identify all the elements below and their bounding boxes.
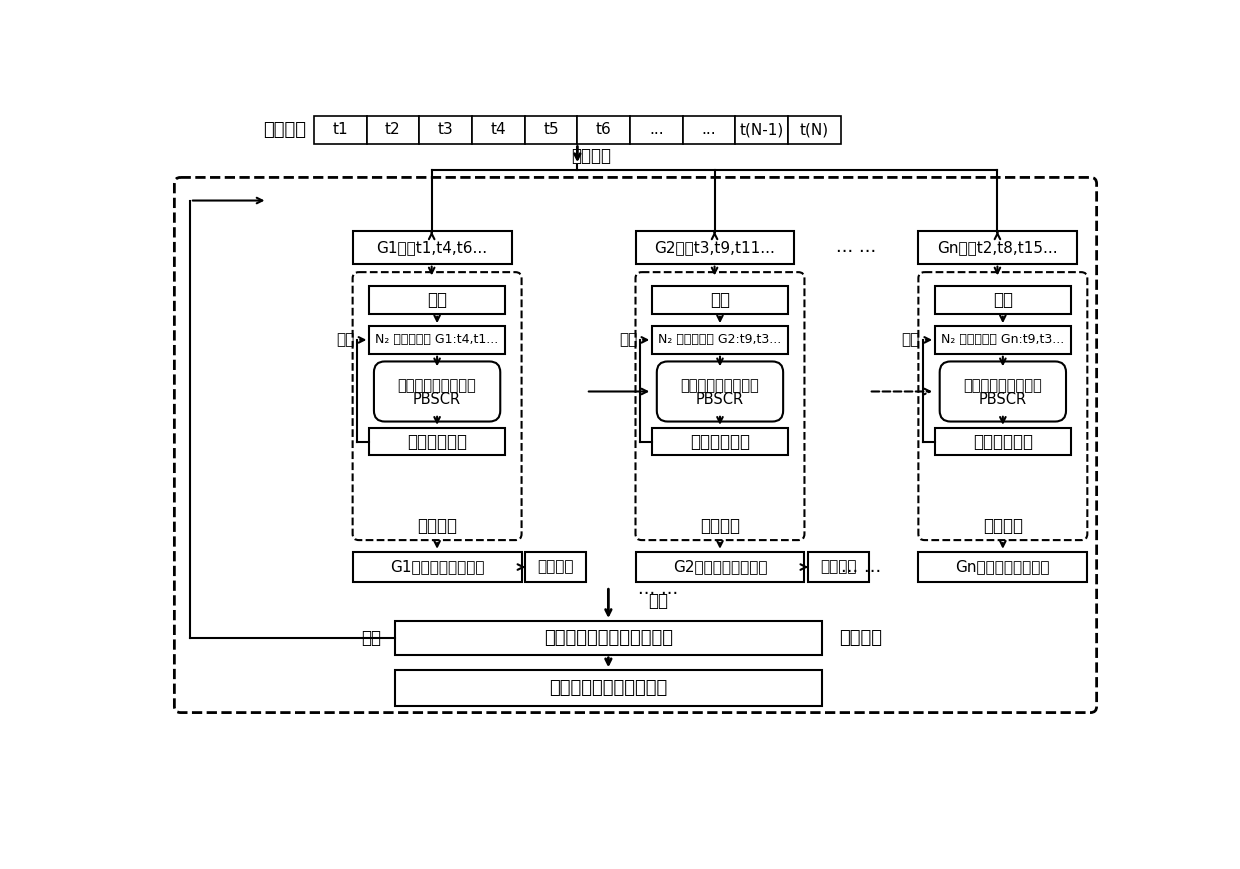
Text: 内层优化: 内层优化 — [417, 517, 458, 535]
Text: 内层优化: 内层优化 — [983, 517, 1023, 535]
Text: t(N): t(N) — [800, 123, 830, 137]
Bar — [419, 116, 472, 143]
Bar — [396, 621, 821, 655]
Bar — [808, 552, 869, 582]
Text: 计算适应度值: 计算适应度值 — [689, 433, 750, 450]
Bar — [370, 326, 505, 354]
Text: G1组内最优调度方案: G1组内最优调度方案 — [389, 560, 485, 574]
Text: 选择资源分配方式：: 选择资源分配方式： — [963, 378, 1043, 393]
Text: t5: t5 — [543, 123, 559, 137]
Bar — [789, 116, 841, 143]
Text: t3: t3 — [438, 123, 454, 137]
Text: ...: ... — [702, 123, 717, 137]
Bar — [314, 116, 367, 143]
Text: 更新条件: 更新条件 — [821, 560, 857, 574]
Text: 迭代: 迭代 — [361, 629, 382, 647]
Bar — [367, 116, 419, 143]
Text: 更新条件: 更新条件 — [537, 560, 574, 574]
Text: 迭代: 迭代 — [619, 333, 637, 348]
Text: 随机分组: 随机分组 — [572, 147, 611, 165]
FancyBboxPatch shape — [635, 272, 805, 541]
Text: PBSCR: PBSCR — [413, 392, 461, 407]
Text: PBSCR: PBSCR — [978, 392, 1027, 407]
Text: ... ...: ... ... — [637, 580, 678, 598]
Bar — [635, 552, 805, 582]
Text: 迭代: 迭代 — [901, 333, 920, 348]
Text: 计算适应度值: 计算适应度值 — [973, 433, 1033, 450]
FancyBboxPatch shape — [940, 362, 1066, 421]
Text: Gn组：t2,t8,t15...: Gn组：t2,t8,t15... — [937, 240, 1058, 255]
Text: t6: t6 — [596, 123, 611, 137]
Bar — [370, 286, 505, 314]
Bar — [472, 116, 525, 143]
Text: 该分组模式下的整体最优解: 该分组模式下的整体最优解 — [544, 629, 673, 647]
Bar — [630, 116, 683, 143]
Text: Gn组内最优调度方案: Gn组内最优调度方案 — [956, 560, 1050, 574]
Bar — [635, 231, 795, 263]
Text: t1: t1 — [332, 123, 348, 137]
Bar — [919, 231, 1078, 263]
Text: ...: ... — [649, 123, 663, 137]
Bar — [396, 670, 821, 706]
Text: 编码: 编码 — [993, 291, 1013, 308]
Text: ... ...: ... ... — [836, 238, 877, 256]
Bar — [652, 428, 787, 455]
Text: 选择资源分配方式：: 选择资源分配方式： — [681, 378, 759, 393]
Bar — [683, 116, 735, 143]
Text: 所有任务: 所有任务 — [263, 121, 306, 139]
Bar — [525, 116, 578, 143]
FancyBboxPatch shape — [374, 362, 500, 421]
Bar — [526, 552, 587, 582]
FancyBboxPatch shape — [919, 272, 1087, 541]
Text: 编码: 编码 — [711, 291, 730, 308]
Text: t(N-1): t(N-1) — [740, 123, 784, 137]
FancyBboxPatch shape — [352, 272, 522, 541]
Text: 迭代: 迭代 — [336, 333, 355, 348]
Bar — [370, 428, 505, 455]
Bar — [652, 286, 787, 314]
Text: 计算适应度值: 计算适应度值 — [407, 433, 467, 450]
Text: N₂ 种组内排序 Gn:t9,t3...: N₂ 种组内排序 Gn:t9,t3... — [941, 334, 1064, 347]
Text: 外层优化: 外层优化 — [838, 629, 882, 647]
Text: G1组：t1,t4,t6...: G1组：t1,t4,t6... — [377, 240, 487, 255]
Text: 内层优化: 内层优化 — [699, 517, 740, 535]
Text: 选择资源分配方式：: 选择资源分配方式： — [398, 378, 476, 393]
FancyBboxPatch shape — [657, 362, 784, 421]
Bar — [935, 286, 1070, 314]
Text: G2组内最优调度方案: G2组内最优调度方案 — [673, 560, 768, 574]
Bar — [919, 552, 1087, 582]
Bar — [652, 326, 787, 354]
Text: t2: t2 — [386, 123, 401, 137]
Bar — [578, 116, 630, 143]
Bar — [735, 116, 789, 143]
Bar — [935, 428, 1070, 455]
Text: G2组：t3,t9,t11...: G2组：t3,t9,t11... — [655, 240, 775, 255]
Text: 连接: 连接 — [649, 592, 668, 610]
Text: ... ...: ... ... — [841, 558, 882, 576]
Text: t4: t4 — [491, 123, 506, 137]
Text: 编码: 编码 — [427, 291, 448, 308]
Text: N₂ 种组内排序 G2:t9,t3...: N₂ 种组内排序 G2:t9,t3... — [658, 334, 781, 347]
FancyBboxPatch shape — [175, 177, 1096, 713]
Bar — [935, 326, 1070, 354]
Text: 所有任务的最优调度方案: 所有任务的最优调度方案 — [549, 679, 667, 697]
Text: PBSCR: PBSCR — [696, 392, 744, 407]
Bar — [352, 231, 511, 263]
Bar — [352, 552, 522, 582]
Text: N₂ 种组内排序 G1:t4,t1...: N₂ 种组内排序 G1:t4,t1... — [376, 334, 498, 347]
